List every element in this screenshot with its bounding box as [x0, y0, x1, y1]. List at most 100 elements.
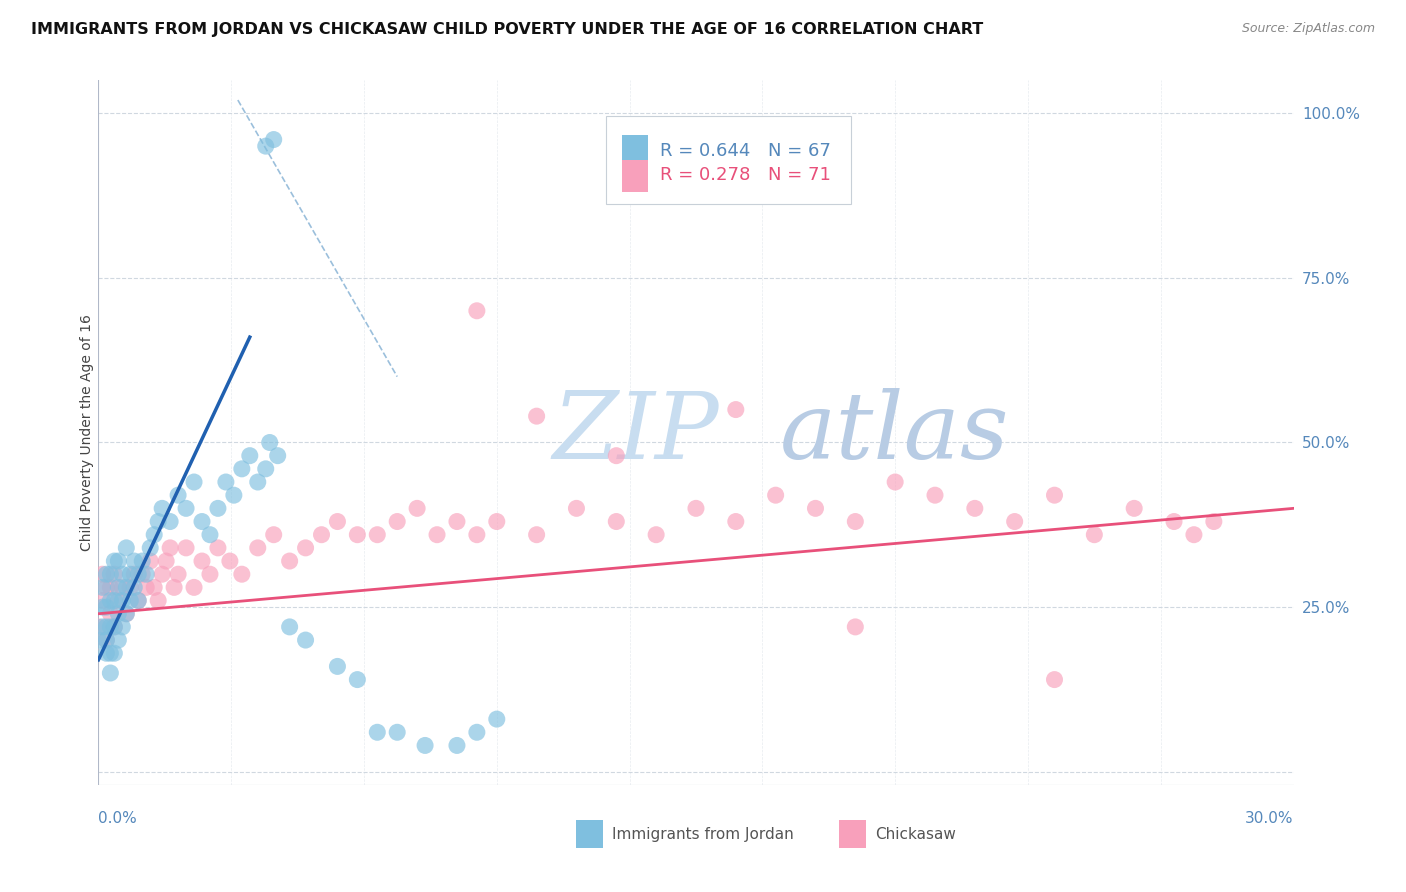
Point [91, 593, 114, 607]
Point [135, 581, 157, 595]
FancyBboxPatch shape [621, 136, 648, 167]
Point [124, 567, 146, 582]
Point [127, 593, 149, 607]
Point [267, 449, 290, 463]
Point [139, 541, 162, 555]
Point [346, 527, 368, 541]
Text: Chickasaw: Chickasaw [876, 827, 956, 842]
Point [163, 581, 186, 595]
Text: N = 71: N = 71 [768, 167, 831, 185]
Point [1163, 515, 1185, 529]
Point [804, 501, 827, 516]
Point [605, 449, 627, 463]
Point [96, 633, 118, 648]
Point [120, 581, 142, 595]
Point [215, 475, 238, 489]
Point [127, 567, 149, 582]
Text: 0.0%: 0.0% [98, 812, 138, 826]
Point [183, 475, 205, 489]
FancyBboxPatch shape [606, 116, 852, 203]
Point [107, 607, 129, 621]
Point [111, 620, 134, 634]
Point [91, 567, 114, 582]
Text: 30.0%: 30.0% [1246, 812, 1294, 826]
Point [311, 527, 333, 541]
FancyBboxPatch shape [621, 160, 648, 192]
Point [526, 527, 548, 541]
Point [565, 501, 588, 516]
Point [96, 600, 118, 615]
Point [294, 541, 316, 555]
Point [103, 554, 125, 568]
Point [485, 712, 508, 726]
Point [446, 739, 468, 753]
Point [426, 527, 449, 541]
Point [135, 567, 157, 582]
Point [844, 515, 866, 529]
Point [526, 409, 548, 424]
Point [98, 620, 122, 634]
Point [844, 620, 866, 634]
Point [246, 475, 269, 489]
Point [326, 659, 349, 673]
Point [124, 554, 146, 568]
Point [103, 620, 125, 634]
Point [963, 501, 986, 516]
Point [294, 633, 316, 648]
Point [111, 593, 134, 607]
Point [254, 462, 277, 476]
Point [219, 554, 242, 568]
Point [87, 633, 110, 648]
Point [139, 554, 162, 568]
Point [1123, 501, 1146, 516]
Point [1043, 488, 1066, 502]
Point [91, 600, 114, 615]
Point [406, 501, 429, 516]
Point [1043, 673, 1066, 687]
Point [346, 673, 368, 687]
Point [115, 581, 138, 595]
Point [254, 139, 277, 153]
Point [366, 527, 388, 541]
Point [326, 515, 349, 529]
Point [159, 515, 181, 529]
Point [159, 541, 181, 555]
Point [446, 515, 468, 529]
Point [148, 593, 170, 607]
Point [174, 541, 197, 555]
Text: atlas: atlas [779, 388, 1010, 477]
Point [413, 739, 436, 753]
Point [91, 581, 114, 595]
Point [278, 620, 301, 634]
FancyBboxPatch shape [839, 821, 866, 848]
Point [191, 515, 214, 529]
Point [645, 527, 668, 541]
Text: Immigrants from Jordan: Immigrants from Jordan [613, 827, 794, 842]
Point [150, 567, 173, 582]
Point [111, 567, 134, 582]
Point [107, 593, 129, 607]
Point [198, 567, 221, 582]
Point [485, 515, 508, 529]
Point [120, 567, 142, 582]
Point [148, 515, 170, 529]
Point [155, 554, 177, 568]
Point [124, 581, 146, 595]
Point [1182, 527, 1205, 541]
Point [465, 725, 488, 739]
Point [222, 488, 245, 502]
Text: ZIP: ZIP [553, 388, 720, 477]
Point [98, 567, 122, 582]
Point [263, 132, 285, 146]
Point [167, 488, 190, 502]
Point [98, 665, 122, 680]
Point [685, 501, 707, 516]
Point [263, 527, 285, 541]
Point [96, 567, 118, 582]
Point [131, 567, 153, 582]
Y-axis label: Child Poverty Under the Age of 16: Child Poverty Under the Age of 16 [80, 314, 94, 551]
Point [143, 527, 166, 541]
Point [259, 435, 281, 450]
Point [924, 488, 946, 502]
Text: R = 0.278: R = 0.278 [661, 167, 751, 185]
